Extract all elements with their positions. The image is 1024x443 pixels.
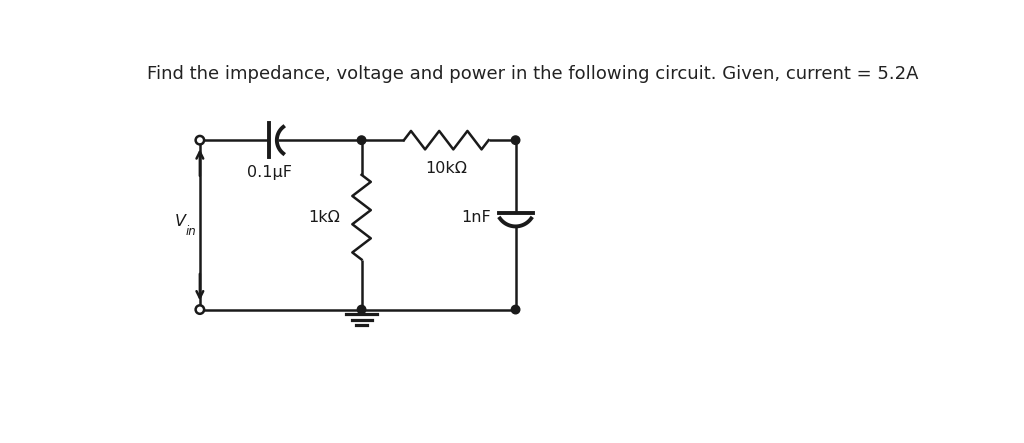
Circle shape xyxy=(196,136,204,144)
Text: 1nF: 1nF xyxy=(461,210,490,225)
Text: 0.1μF: 0.1μF xyxy=(247,165,292,180)
Text: in: in xyxy=(186,225,197,237)
Text: V: V xyxy=(175,214,186,229)
Circle shape xyxy=(357,136,366,144)
Circle shape xyxy=(511,136,520,144)
Text: 1kΩ: 1kΩ xyxy=(308,210,340,225)
Circle shape xyxy=(196,305,204,314)
Circle shape xyxy=(511,305,520,314)
Circle shape xyxy=(357,305,366,314)
Text: 10kΩ: 10kΩ xyxy=(425,161,467,176)
Text: Find the impedance, voltage and power in the following circuit. Given, current =: Find the impedance, voltage and power in… xyxy=(147,65,919,83)
